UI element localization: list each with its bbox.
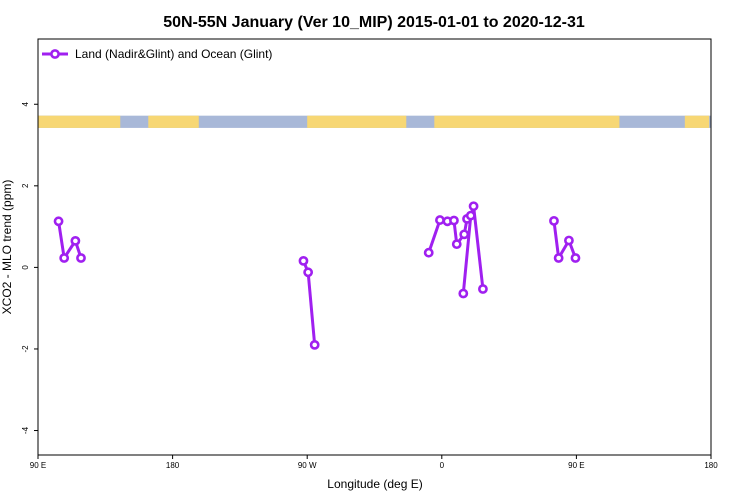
plot-frame xyxy=(37,38,712,456)
data-point xyxy=(435,215,445,225)
land-band-segment xyxy=(38,115,121,128)
data-point xyxy=(468,201,479,212)
x-tick-label: 180 xyxy=(704,461,718,470)
data-point xyxy=(553,253,564,263)
data-point xyxy=(459,229,470,240)
land-band-segment xyxy=(684,115,710,128)
data-point xyxy=(549,215,559,226)
chart-title: 50N-55N January (Ver 10_MIP) 2015-01-01 … xyxy=(163,14,585,31)
data-point xyxy=(564,235,574,246)
y-axis-label: XCO2 - MLO trend (ppm) xyxy=(0,180,14,315)
y-axis: -4 -2 0 2 4 xyxy=(21,101,38,434)
data-point xyxy=(458,288,469,299)
data-point xyxy=(53,216,64,227)
x-axis: 90 E 180 90 W 0 90 E 180 xyxy=(30,455,718,470)
x-tick-label: 0 xyxy=(440,461,445,470)
land-band-segment xyxy=(148,115,199,128)
series-line xyxy=(57,221,83,260)
data-point xyxy=(449,215,459,226)
data-point xyxy=(451,239,462,250)
land-ocean-band xyxy=(38,115,711,128)
land-band-segment xyxy=(434,115,620,128)
data-point xyxy=(70,235,81,246)
y-tick-label: -2 xyxy=(21,345,30,353)
data-point xyxy=(76,253,86,263)
data-point xyxy=(59,253,70,263)
y-tick-label: 0 xyxy=(21,265,30,270)
x-tick-label: 90 W xyxy=(298,461,317,470)
y-tick-label: 4 xyxy=(21,101,30,106)
data-point xyxy=(478,284,488,294)
land-band-segment xyxy=(307,115,407,128)
data-point xyxy=(570,253,581,263)
data-point xyxy=(298,255,309,266)
legend: Land (Nadir&Glint) and Ocean (Glint) xyxy=(42,47,272,61)
data-point xyxy=(303,267,314,278)
x-tick-label: 180 xyxy=(166,461,180,470)
x-tick-label: 90 E xyxy=(568,461,584,470)
x-axis-label: Longitude (deg E) xyxy=(327,477,422,491)
x-tick-label: 90 E xyxy=(30,461,46,470)
data-point xyxy=(465,210,476,221)
data-point xyxy=(423,247,434,258)
data-point xyxy=(309,339,320,350)
series-group xyxy=(53,201,581,350)
legend-entry-label: Land (Nadir&Glint) and Ocean (Glint) xyxy=(75,47,272,61)
y-tick-label: -4 xyxy=(21,426,30,434)
legend-marker-swatch xyxy=(50,49,60,59)
series-line xyxy=(552,220,577,260)
y-tick-label: 2 xyxy=(21,183,30,188)
